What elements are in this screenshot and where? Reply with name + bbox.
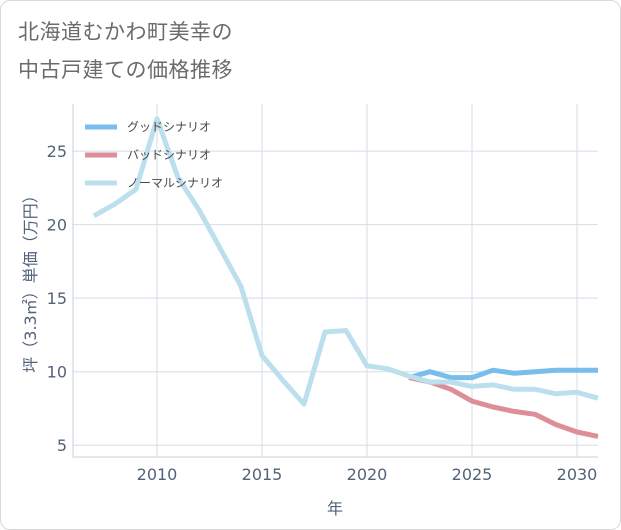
series-line-1: [408, 367, 598, 381]
chart-title-line-1: 北海道むかわ町美幸の: [18, 20, 233, 44]
y-tick-label: 5: [57, 436, 67, 455]
legend-label: ノーマルシナリオ: [127, 176, 223, 190]
x-axis-title: 年: [327, 499, 343, 518]
legend-label: グッドシナリオ: [127, 120, 211, 134]
x-tick-label: 2010: [137, 465, 178, 484]
x-tick-label: 2025: [452, 465, 493, 484]
chart-title: 北海道むかわ町美幸の 中古戸建ての価格推移: [18, 13, 233, 89]
series-line-3: [92, 116, 599, 407]
x-tick-label: 2015: [242, 465, 283, 484]
y-tick-label: 15: [47, 289, 67, 308]
x-tick-labels: 2010 2015 2020 2025 2030: [137, 465, 598, 484]
legend-item[interactable]: ノーマルシナリオ: [85, 176, 223, 190]
x-tick-label: 2030: [557, 465, 598, 484]
axis-frame: [72, 104, 598, 458]
legend-item[interactable]: バッドシナリオ: [85, 148, 211, 162]
legend-item[interactable]: グッドシナリオ: [85, 120, 211, 134]
y-tick-label: 25: [47, 142, 67, 161]
x-tick-label: 2020: [347, 465, 388, 484]
y-tick-label: 20: [47, 216, 67, 235]
chart-title-line-2: 中古戸建ての価格推移: [18, 58, 233, 82]
series-layer: [92, 116, 599, 439]
plot-area: [73, 104, 598, 457]
legend-label: バッドシナリオ: [127, 148, 211, 162]
y-tick-label: 10: [47, 363, 67, 382]
series-line-2: [408, 375, 599, 439]
grid-lines: [73, 104, 598, 457]
y-tick-labels: 5 10 15 20 25: [47, 142, 67, 455]
y-axis-title: 坪（3.3㎡）単価（万円）: [21, 187, 40, 372]
